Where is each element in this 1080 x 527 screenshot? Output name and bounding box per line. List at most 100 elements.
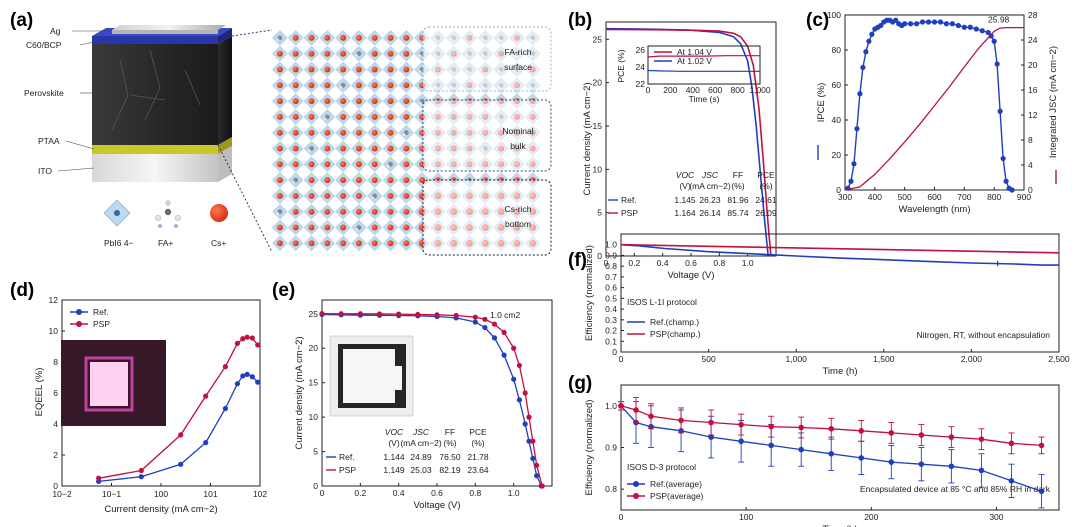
y-tick-label: 5 (597, 208, 602, 218)
layer-label-ag: Ag (50, 26, 61, 36)
fa-ion-h (355, 228, 359, 231)
legend-label: At 1.02 V (677, 56, 712, 66)
x-tick-label: 100 (154, 489, 168, 499)
ipce-point (931, 19, 938, 25)
panel-g-axes: 0 100 200 300 0.8 0.9 1.0 Time (h) Efficiency (n… (584, 384, 1060, 527)
legend-label: PSP(average) (650, 491, 704, 501)
stability-point (678, 417, 684, 424)
cs-ion (276, 192, 283, 199)
eqe-point (222, 364, 229, 370)
jv-point (516, 362, 523, 369)
ipce-line (847, 19, 1013, 191)
el-photo (61, 340, 166, 426)
y-tick-label: 0.4 (605, 304, 617, 314)
x-tick-label: 200 (864, 512, 878, 522)
cs-ion (324, 50, 331, 57)
table-row-name: PSP (621, 208, 638, 218)
x-tick-label: 0.2 (354, 488, 366, 498)
cs-ion (371, 240, 378, 247)
cs-ion (419, 177, 426, 184)
y-tick-label: 0.2 (605, 326, 617, 336)
jv-point (338, 311, 344, 317)
x-tick-label: 100 (739, 512, 753, 522)
table-cell: 25.03 (410, 465, 432, 475)
y-tick-label: 40 (832, 115, 842, 125)
cs-ion (371, 50, 378, 57)
panel-c-axes: 300 400 500 600 700 800 900020406080100Wavelen… (816, 10, 1059, 215)
y-tick-label: 0.9 (605, 443, 617, 453)
cs-ion (340, 113, 347, 120)
integrated-jsc-line (844, 26, 1024, 191)
table-unit: (mA cm−2) (400, 438, 441, 448)
legend-label: PSP(champ.) (650, 329, 701, 339)
eqe-point (240, 336, 246, 342)
eqe-point (244, 334, 250, 340)
y-tick-label: 25 (309, 309, 319, 319)
table-row-name: PSP (339, 465, 356, 475)
legend-marker (633, 481, 639, 487)
perovskite-layer (92, 44, 218, 145)
y-tick-label: 0.8 (605, 261, 617, 271)
ipce-point (925, 19, 932, 25)
x-tick-label: 0.4 (657, 258, 669, 268)
stability-line (620, 243, 1059, 266)
x-tick-label: 0.2 (628, 258, 640, 268)
jv-point (491, 321, 498, 327)
ipce-point (902, 21, 908, 27)
ipce-point (1009, 187, 1015, 193)
cs-ion (403, 113, 410, 120)
stability-line (620, 243, 1060, 254)
jv-point (516, 397, 523, 403)
table-cell: 82.19 (439, 465, 461, 475)
cs-ion (324, 192, 331, 199)
jv-point (472, 314, 478, 320)
ipce-point (893, 17, 899, 23)
x-tick-label: 800 (987, 192, 1001, 202)
cs-ion (292, 145, 299, 152)
legend-label: PSP (93, 319, 110, 329)
table-header: JSC (701, 170, 719, 180)
cs-ion (324, 66, 331, 73)
cs-ion (292, 82, 299, 89)
lattice-schematic: FA-rich surface Nominal bulk Cs-rich bot… (272, 26, 552, 256)
stability-point (888, 459, 895, 465)
y-tick-label: 0.6 (605, 283, 617, 293)
stability-line (620, 405, 1042, 447)
species-legend: PbI6 4− FA+ Cs+ (103, 199, 228, 248)
layer-label-ptaa: PTAA (38, 136, 60, 146)
legend-label: Ref. (93, 307, 109, 317)
y-tick-label: 5 (313, 447, 318, 457)
legend-label: At 1.04 V (677, 47, 712, 57)
el-emitting-device (90, 362, 128, 406)
table-cell: 23.64 (467, 465, 489, 475)
cs-ion (324, 208, 331, 215)
x-tick-label: 0 (619, 512, 624, 522)
cs-ion (387, 192, 394, 199)
x-tick-label: 0 (619, 354, 624, 364)
inset-x-tick: 0 (646, 85, 651, 95)
jv-point (396, 311, 402, 317)
cs-ion (308, 66, 315, 73)
fa-rich-label-line2: surface (504, 62, 532, 72)
table-cell: 26.14 (699, 208, 721, 218)
eqe-line (98, 373, 259, 483)
eqe-point (255, 379, 261, 385)
cs-ion (292, 161, 299, 168)
x-tick-label: 400 (868, 192, 882, 202)
y-tick-label: 10 (309, 412, 319, 422)
fa-label: FA+ (158, 238, 173, 248)
ipce-point (914, 21, 920, 27)
cs-ion (340, 224, 347, 231)
y-axis-label: Current density (mA cm−2) (294, 336, 305, 449)
cs-ion (276, 113, 283, 120)
ipce-point (955, 22, 961, 29)
x-axis-label: Time (h) (822, 366, 857, 377)
table-cell: 21.78 (467, 452, 489, 462)
right-tick-label: 20 (1028, 60, 1038, 70)
cs-ion (371, 66, 378, 73)
stability-point (708, 434, 714, 440)
table-unit: (%) (443, 438, 456, 448)
cs-ion (387, 240, 394, 247)
table-cell: 76.50 (439, 452, 461, 462)
